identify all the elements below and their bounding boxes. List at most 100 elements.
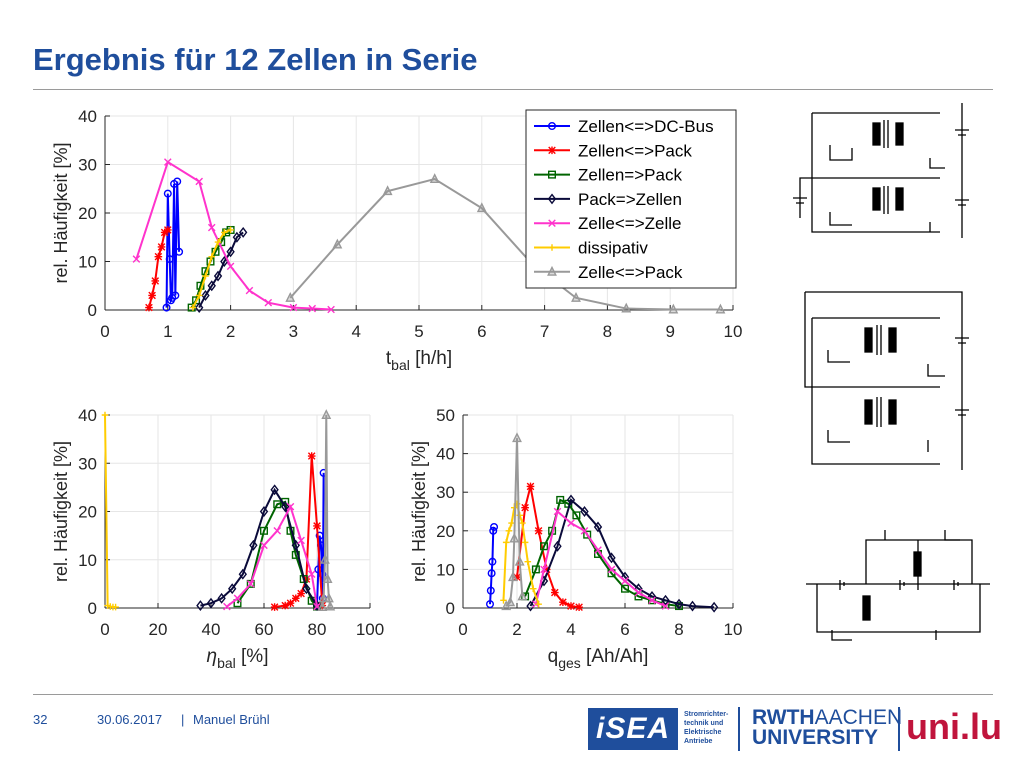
legend-entry: Zelle<=>Pack [534, 263, 683, 282]
data-point [207, 280, 216, 292]
data-point [165, 255, 174, 264]
data-point [164, 226, 172, 234]
series-zellepack [285, 173, 726, 314]
y-tick-label: 30 [436, 483, 455, 502]
data-point [566, 494, 576, 506]
data-point [486, 600, 495, 609]
legend-entry: dissipativ [534, 239, 648, 258]
data-point [526, 482, 535, 491]
y-tick-label: 40 [436, 445, 455, 464]
x-tick-label: 2 [226, 322, 235, 341]
data-point [500, 596, 507, 604]
data-point [164, 158, 172, 166]
data-point [323, 592, 334, 603]
series-zellendcbus [486, 522, 499, 609]
data-point [534, 527, 543, 535]
data-point [314, 565, 323, 574]
data-point [313, 522, 321, 530]
data-point [154, 252, 163, 261]
data-point [151, 277, 160, 285]
data-point [308, 304, 317, 313]
isea-desc-line: technik und [684, 720, 724, 727]
legend-entry: Pack=>Zellen [534, 190, 682, 209]
data-point [551, 588, 559, 597]
series-zellendcbus [162, 177, 184, 312]
data-point [238, 226, 248, 238]
data-point [321, 409, 332, 419]
data-point [259, 506, 269, 517]
isea-logo-text: iSEA [595, 712, 671, 745]
series-line [505, 438, 524, 607]
x-tick-label: 80 [308, 620, 327, 639]
x-tick-label: 8 [603, 322, 612, 341]
series-zellenpack [521, 495, 684, 611]
data-point [189, 304, 197, 311]
data-point [162, 303, 171, 312]
y-tick-label: 10 [78, 551, 97, 570]
data-point [246, 579, 255, 588]
data-point [567, 602, 575, 610]
data-point [634, 588, 643, 597]
data-point [315, 531, 324, 540]
series-zellezelle [223, 502, 321, 611]
y-tick-label: 40 [78, 406, 97, 425]
data-point [260, 526, 269, 535]
chart-3: 0 2 4 6 8 10 0 10 20 30 40 50 rel. Häufigkeit [%] qge… [409, 406, 742, 671]
series-dissipativ [189, 226, 234, 311]
data-point [297, 536, 305, 545]
data-point [513, 573, 521, 581]
y-tick-label: 20 [436, 522, 455, 541]
legend-entry: Zellen=>Pack [534, 166, 682, 185]
data-point [553, 507, 562, 516]
data-point [207, 223, 216, 232]
x-tick-label: 2 [512, 620, 521, 639]
data-point [101, 411, 109, 419]
data-point [148, 291, 156, 300]
series-dissipativ [101, 411, 119, 611]
x-tick-label: 5 [414, 322, 423, 341]
isea-logo: iSEA [588, 708, 678, 750]
data-point [217, 592, 226, 604]
circuit-diagram-middle [804, 291, 969, 470]
data-point [228, 583, 237, 595]
data-point [260, 541, 268, 550]
series-zellepack [317, 409, 336, 612]
footer-author: Manuel Brühl [193, 712, 270, 727]
x-axis-label: qges [Ah/Ah] [548, 646, 649, 671]
circuit-diagram-bottom [806, 530, 990, 641]
data-point [171, 291, 180, 300]
x-tick-label: 0 [458, 620, 467, 639]
data-point [517, 590, 528, 601]
data-point [270, 484, 279, 496]
x-tick-label: 10 [724, 322, 743, 341]
unilu-logo: uni.lu [906, 706, 1002, 747]
x-tick-label: 4 [351, 322, 360, 341]
data-point [715, 303, 726, 314]
data-point [302, 583, 311, 595]
y-tick-label: 20 [78, 204, 97, 223]
x-tick-label: 9 [665, 322, 674, 341]
data-point [202, 272, 209, 280]
data-point [325, 600, 336, 611]
data-point [531, 565, 540, 574]
data-point [273, 527, 282, 535]
data-point [264, 298, 273, 307]
data-point [486, 586, 495, 595]
x-tick-label: 7 [540, 322, 549, 341]
chart-1: 0 1 2 3 4 5 6 7 8 9 10 0 10 20 30 40 rel. Häufigkeit [%]… [51, 107, 742, 373]
data-point [548, 244, 556, 251]
data-point [519, 519, 526, 527]
data-point [163, 189, 172, 198]
x-tick-label: 0 [100, 322, 109, 341]
data-point [607, 565, 616, 574]
data-point [593, 521, 603, 533]
data-point [556, 495, 565, 504]
data-point [322, 573, 333, 584]
chart-2: 0 20 40 60 80 100 0 10 20 30 40 rel. Häufigkeit [%]… [51, 406, 384, 671]
y-tick-label: 30 [78, 156, 97, 175]
data-point [607, 552, 616, 564]
data-point [112, 603, 119, 611]
data-point [297, 589, 305, 598]
data-point [688, 600, 697, 612]
x-tick-label: 3 [289, 322, 298, 341]
